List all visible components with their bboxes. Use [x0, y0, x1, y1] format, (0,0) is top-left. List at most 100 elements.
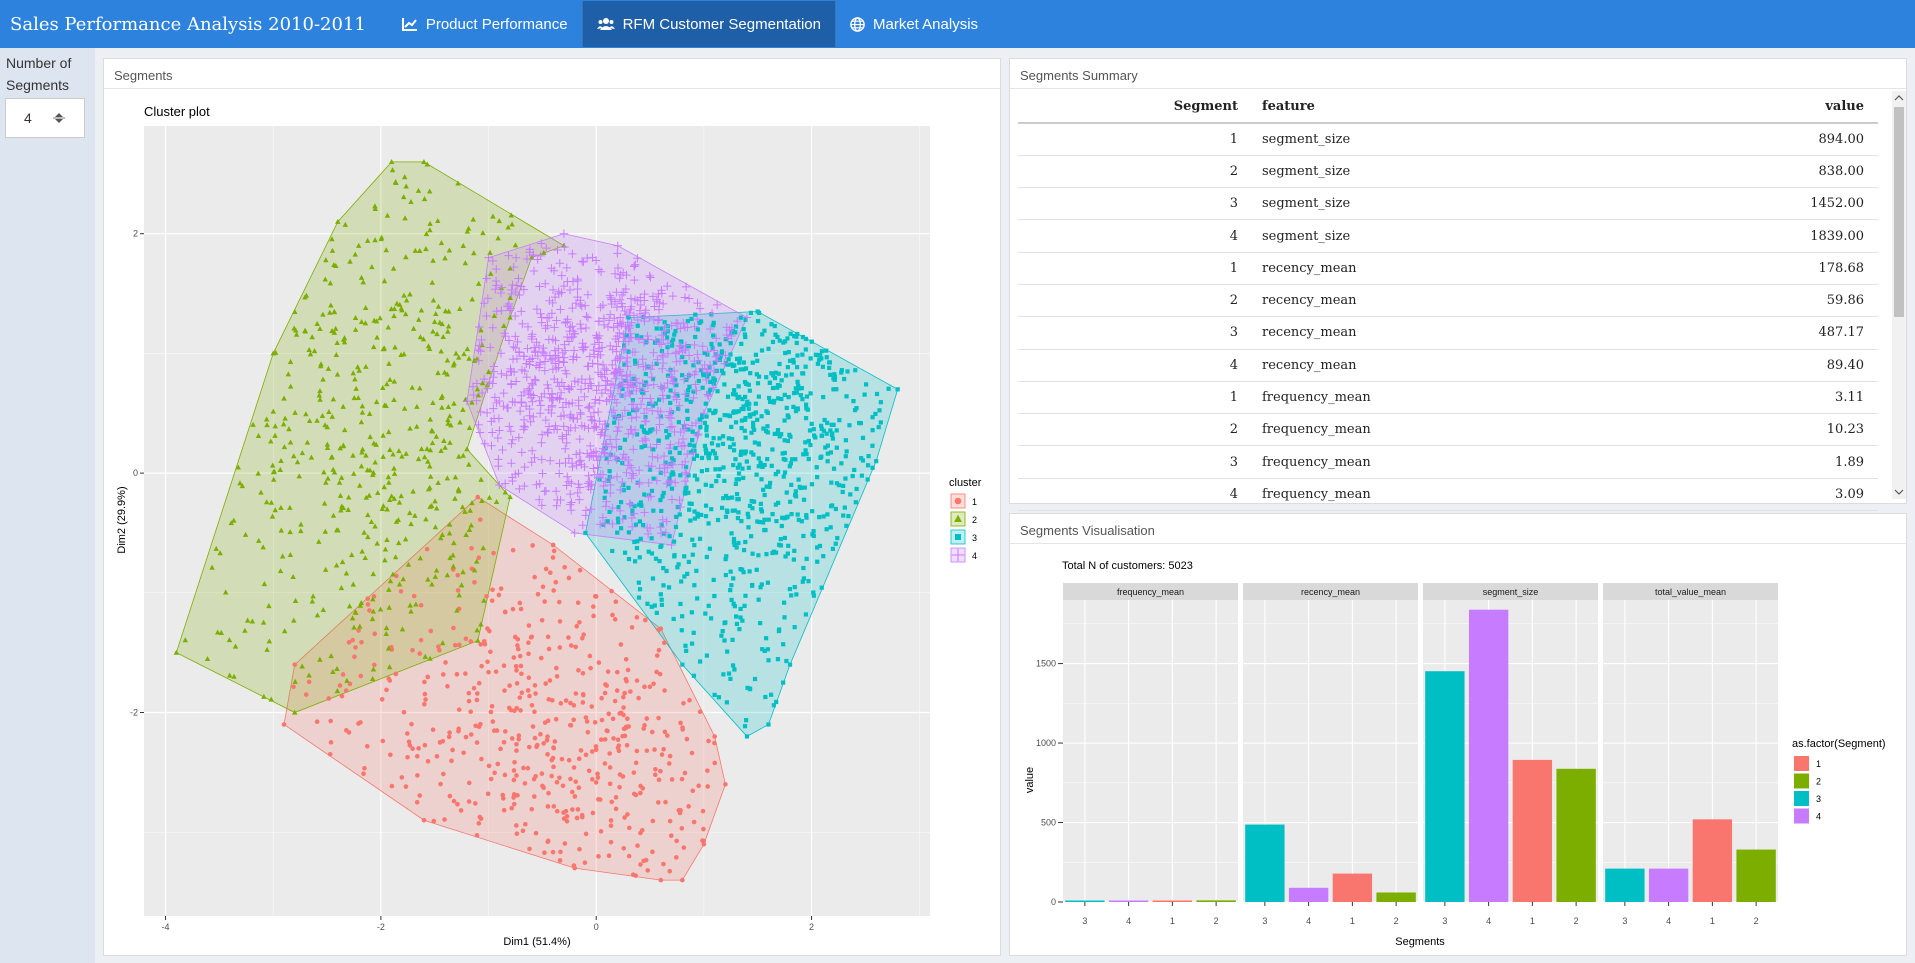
point	[692, 509, 697, 514]
point	[626, 305, 635, 314]
table-row[interactable]: 2 frequency_mean 10.23	[1018, 413, 1878, 447]
scrollbar-thumb[interactable]	[1894, 107, 1904, 317]
point	[675, 393, 680, 398]
point	[678, 473, 683, 478]
point	[755, 318, 761, 324]
point	[484, 253, 493, 262]
point	[495, 396, 504, 406]
point	[231, 517, 237, 523]
point	[515, 290, 524, 300]
point	[523, 385, 533, 395]
point	[614, 669, 620, 675]
point	[655, 800, 661, 805]
point	[523, 821, 528, 827]
point	[362, 320, 369, 326]
point	[633, 361, 638, 366]
point	[813, 352, 819, 357]
point	[679, 375, 689, 384]
point	[435, 644, 441, 649]
value-cell: 3.11	[1653, 381, 1878, 415]
column-header-segment[interactable]: Segment	[1018, 91, 1248, 124]
table-row[interactable]: 4 segment_size 1839.00	[1018, 219, 1878, 253]
point	[795, 512, 800, 517]
point	[624, 678, 629, 684]
point	[476, 407, 485, 417]
point	[597, 428, 606, 437]
point	[373, 399, 380, 405]
column-header-feature[interactable]: feature	[1248, 91, 1654, 124]
point	[639, 445, 644, 450]
point	[601, 439, 610, 449]
point	[606, 450, 615, 460]
table-row[interactable]: 1 segment_size 894.00	[1018, 123, 1878, 156]
point	[728, 341, 733, 346]
bar-segment_size-segment-3	[1425, 671, 1465, 902]
point	[860, 435, 866, 440]
point	[385, 429, 392, 435]
point	[825, 451, 830, 456]
point	[418, 602, 424, 608]
point	[594, 381, 604, 390]
point	[401, 174, 408, 180]
point	[830, 503, 835, 508]
point	[618, 454, 627, 464]
point	[474, 386, 481, 392]
point	[704, 467, 710, 473]
point	[447, 555, 453, 561]
scroll-up-icon[interactable]	[1892, 91, 1906, 105]
table-row[interactable]: 1 recency_mean 178.68	[1018, 252, 1878, 285]
table-row[interactable]: 3 frequency_mean 1.89	[1018, 445, 1878, 479]
table-row[interactable]: 3 segment_size 1452.00	[1018, 187, 1878, 221]
point	[721, 672, 726, 677]
segments-count-stepper[interactable]: 4	[5, 98, 85, 138]
point	[287, 383, 294, 389]
tab-product-performance[interactable]: Product Performance	[388, 1, 582, 47]
point	[370, 666, 377, 672]
point	[613, 319, 622, 328]
point	[629, 625, 635, 630]
table-row[interactable]: 4 recency_mean 89.40	[1018, 349, 1878, 382]
point	[359, 548, 365, 554]
tab-rfm-segmentation[interactable]: RFM Customer Segmentation	[581, 1, 836, 47]
point	[692, 473, 697, 478]
point	[701, 841, 707, 847]
table-row[interactable]: 3 recency_mean 487.17	[1018, 316, 1878, 350]
scroll-down-icon[interactable]	[1892, 485, 1906, 499]
tab-market-analysis[interactable]: Market Analysis	[836, 1, 992, 47]
point	[574, 401, 583, 410]
table-row[interactable]: 2 segment_size 838.00	[1018, 155, 1878, 189]
point	[562, 438, 571, 448]
point	[726, 413, 731, 418]
value-cell: 178.68	[1653, 252, 1878, 285]
point	[625, 389, 635, 399]
spinner-arrows-icon[interactable]	[52, 111, 66, 125]
table-row[interactable]: 1 frequency_mean 3.11	[1018, 381, 1878, 415]
point	[518, 708, 523, 713]
point	[668, 400, 673, 406]
point	[331, 469, 338, 475]
point	[535, 495, 544, 504]
point	[817, 353, 823, 358]
value-cell: 487.17	[1653, 316, 1878, 350]
point	[688, 399, 693, 404]
point	[731, 448, 737, 453]
point	[695, 596, 700, 601]
point	[603, 446, 608, 451]
point	[328, 653, 334, 659]
column-header-value[interactable]: value	[1653, 91, 1878, 124]
point	[704, 433, 709, 438]
table-row[interactable]: 4 frequency_mean 3.09	[1018, 478, 1878, 512]
point	[793, 386, 798, 391]
summary-scrollbar[interactable]	[1892, 91, 1906, 499]
point	[507, 265, 513, 271]
point	[559, 357, 568, 367]
legend-label: 2	[972, 515, 977, 525]
point	[742, 332, 747, 337]
point	[478, 621, 484, 627]
point	[479, 663, 484, 669]
point	[591, 395, 600, 404]
point	[486, 763, 492, 769]
point	[531, 776, 537, 782]
point	[291, 453, 297, 459]
table-row[interactable]: 2 recency_mean 59.86	[1018, 284, 1878, 318]
